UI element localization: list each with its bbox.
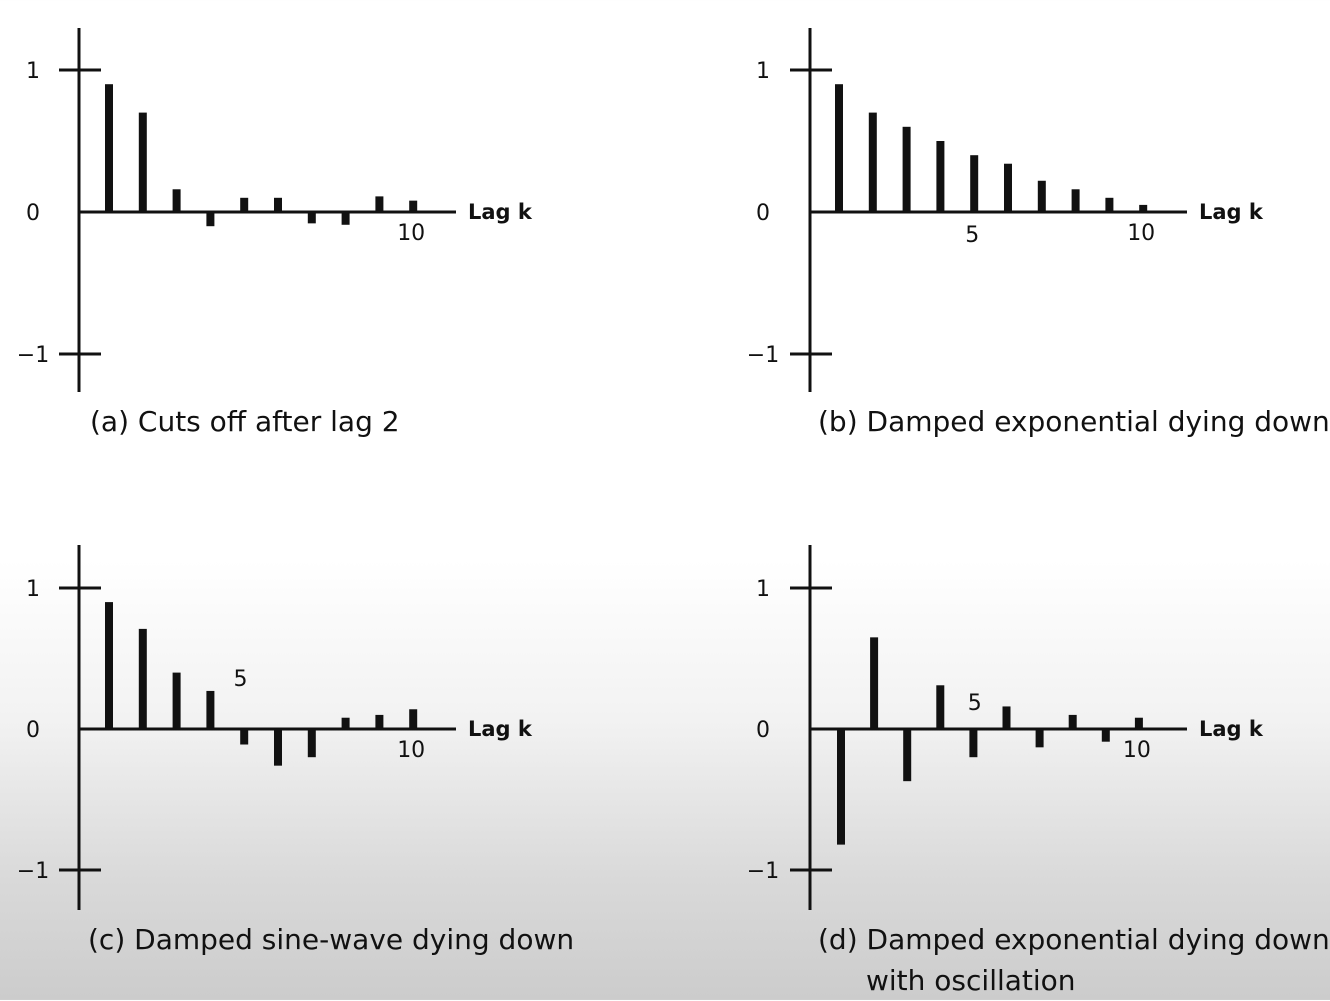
bar-b-lag-2 xyxy=(868,112,877,212)
caption-b: (b) Damped exponential dying down xyxy=(818,405,1330,438)
x-tick-label-d-5: 5 xyxy=(968,691,982,716)
x-tick-label-b-5: 5 xyxy=(965,223,979,248)
bar-c-lag-1 xyxy=(105,602,113,729)
y-tick-label-a-0: 1 xyxy=(26,59,40,84)
x-axis-label-a: Lag k xyxy=(468,200,533,224)
bar-a-lag-2 xyxy=(138,112,147,212)
bar-a-lag-3 xyxy=(172,189,181,212)
bar-d-lag-8 xyxy=(1068,714,1077,729)
bar-a-lag-9 xyxy=(375,196,384,212)
x-tick-label-a-10: 10 xyxy=(397,221,425,246)
caption-a: (a) Cuts off after lag 2 xyxy=(90,405,400,438)
bar-a-lag-1 xyxy=(105,84,113,212)
x-tick-label-b-10: 10 xyxy=(1127,221,1155,246)
caption-c: (c) Damped sine-wave dying down xyxy=(88,923,575,956)
bar-d-lag-4 xyxy=(936,685,945,729)
y-tick-label-d-2: −1 xyxy=(747,859,779,884)
bar-d-lag-5 xyxy=(969,729,978,758)
y-tick-label-c-0: 1 xyxy=(26,577,40,602)
bar-c-lag-2 xyxy=(138,628,147,729)
bar-a-lag-5 xyxy=(240,197,249,212)
y-tick-label-c-1: 0 xyxy=(26,718,40,743)
caption-d: (d) Damped exponential dying down xyxy=(818,923,1330,956)
bar-c-lag-4 xyxy=(206,690,215,729)
bar-d-lag-9 xyxy=(1101,729,1110,742)
bar-c-lag-8 xyxy=(341,717,350,729)
bar-c-lag-7 xyxy=(307,729,316,758)
x-tick-label-d-10: 10 xyxy=(1123,738,1151,763)
y-tick-label-a-2: −1 xyxy=(17,343,49,368)
bar-a-lag-10 xyxy=(409,200,418,212)
y-tick-label-a-1: 0 xyxy=(26,201,40,226)
bar-c-lag-9 xyxy=(375,714,384,729)
y-tick-label-b-1: 0 xyxy=(756,201,770,226)
bar-b-lag-7 xyxy=(1037,180,1046,212)
bar-d-lag-7 xyxy=(1035,729,1044,748)
bar-b-lag-5 xyxy=(970,155,979,212)
bar-d-lag-6 xyxy=(1002,706,1011,729)
x-tick-label-c-5: 5 xyxy=(234,667,248,692)
bar-b-lag-1 xyxy=(835,84,843,212)
x-axis-label-b: Lag k xyxy=(1199,200,1264,224)
bar-c-lag-3 xyxy=(172,672,181,729)
bar-c-lag-6 xyxy=(274,729,282,766)
bar-d-lag-1 xyxy=(837,729,845,845)
y-tick-label-b-0: 1 xyxy=(756,59,770,84)
bar-d-lag-2 xyxy=(870,637,879,729)
bar-b-lag-4 xyxy=(936,141,945,212)
bar-b-lag-6 xyxy=(1004,163,1012,212)
bar-b-lag-3 xyxy=(902,126,911,212)
x-axis-label-c: Lag k xyxy=(468,717,533,741)
y-tick-label-c-2: −1 xyxy=(17,859,49,884)
x-tick-label-c-10: 10 xyxy=(397,738,425,763)
bar-b-lag-10 xyxy=(1139,204,1148,212)
y-tick-label-d-1: 0 xyxy=(756,718,770,743)
bar-c-lag-10 xyxy=(409,709,418,729)
x-axis-label-d: Lag k xyxy=(1199,717,1264,741)
bar-a-lag-7 xyxy=(307,212,316,224)
bar-c-lag-5 xyxy=(240,729,249,745)
y-tick-label-d-0: 1 xyxy=(756,577,770,602)
bar-d-lag-3 xyxy=(903,729,912,782)
bar-a-lag-6 xyxy=(274,197,282,212)
bar-b-lag-8 xyxy=(1071,189,1080,212)
bar-a-lag-8 xyxy=(341,212,350,225)
bar-b-lag-9 xyxy=(1105,197,1114,212)
bar-d-lag-10 xyxy=(1134,717,1143,729)
caption-d-line2: with oscillation xyxy=(866,964,1076,997)
bar-a-lag-4 xyxy=(206,212,215,227)
y-tick-label-b-2: −1 xyxy=(747,343,779,368)
